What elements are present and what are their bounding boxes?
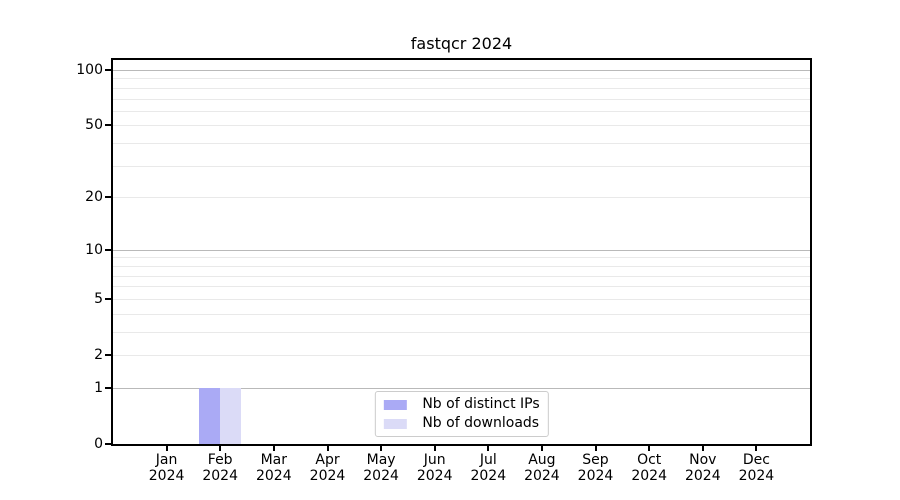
y-gridline-minor-9 xyxy=(113,257,810,259)
x-tick-11 xyxy=(701,446,704,451)
y-tick-label-1: 1 xyxy=(94,379,103,396)
y-tick-100 xyxy=(105,69,111,71)
x-tick-label-feb-2024: Feb 2024 xyxy=(202,452,238,484)
y-tick-50 xyxy=(105,124,111,127)
y-tick-label-2: 2 xyxy=(94,347,103,363)
legend: Nb of distinct IPs Nb of downloads xyxy=(374,391,549,437)
x-tick-label-apr-2024: Apr 2024 xyxy=(309,452,346,484)
x-tick-10 xyxy=(648,446,651,451)
legend-entry-downloads: Nb of downloads xyxy=(383,415,539,432)
y-tick-10 xyxy=(105,248,111,251)
x-tick-label-oct-2024: Oct 2024 xyxy=(631,452,667,484)
x-tick-label-dec-2024: Dec 2024 xyxy=(738,452,775,484)
y-tick-label-20: 20 xyxy=(85,189,103,206)
y-gridline-minor-60 xyxy=(113,110,810,112)
y-gridline-minor-30 xyxy=(113,165,810,167)
x-tick-label-jul-2024: Jul 2024 xyxy=(470,452,507,484)
legend-label-downloads: Nb of downloads xyxy=(422,415,540,431)
chart-title: fastqcr 2024 xyxy=(410,34,513,53)
y-tick-label-5: 5 xyxy=(94,290,103,307)
y-gridline-major-1 xyxy=(113,387,810,389)
y-gridline-minor-3 xyxy=(113,331,810,333)
y-tick-1 xyxy=(105,386,111,389)
y-gridline-major-100 xyxy=(113,70,810,71)
bar-feb-2024-series-1 xyxy=(220,387,242,444)
y-tick-2 xyxy=(105,354,111,356)
y-gridline-minor-6 xyxy=(113,286,810,288)
y-gridline-minor-4 xyxy=(113,313,810,315)
y-gridline-minor-50 xyxy=(113,125,810,127)
y-gridline-minor-5 xyxy=(113,298,810,300)
y-tick-20 xyxy=(105,196,111,199)
y-gridline-minor-80 xyxy=(113,87,810,89)
x-tick-label-nov-2024: Nov 2024 xyxy=(684,452,721,484)
plot-area: Nb of distinct IPs Nb of downloads xyxy=(111,58,812,446)
x-tick-label-sep-2024: Sep 2024 xyxy=(577,452,614,484)
legend-swatch-distinct-ips xyxy=(383,399,407,410)
y-gridline-major-10 xyxy=(113,249,810,251)
legend-entry-distinct-ips: Nb of distinct IPs xyxy=(383,396,540,413)
x-tick-label-jan-2024: Jan 2024 xyxy=(148,452,185,484)
x-tick-3 xyxy=(272,446,275,451)
x-tick-9 xyxy=(594,446,597,451)
y-gridline-minor-40 xyxy=(113,143,810,145)
x-tick-label-may-2024: May 2024 xyxy=(363,452,399,484)
y-tick-0 xyxy=(105,443,111,445)
x-tick-label-aug-2024: Aug 2024 xyxy=(524,452,560,484)
x-tick-5 xyxy=(380,446,383,451)
x-tick-8 xyxy=(540,446,543,451)
y-gridline-minor-8 xyxy=(113,265,810,267)
x-tick-label-mar-2024: Mar 2024 xyxy=(255,452,292,484)
x-tick-6 xyxy=(433,446,436,451)
x-tick-12 xyxy=(755,446,758,451)
legend-label-distinct-ips: Nb of distinct IPs xyxy=(422,396,540,412)
x-tick-label-jun-2024: Jun 2024 xyxy=(416,452,453,484)
y-gridline-minor-90 xyxy=(113,78,810,80)
x-tick-2 xyxy=(219,446,222,451)
y-tick-label-10: 10 xyxy=(85,241,103,258)
y-tick-5 xyxy=(105,297,111,300)
y-tick-label-100: 100 xyxy=(76,62,103,78)
x-tick-1 xyxy=(165,446,168,451)
y-gridline-minor-70 xyxy=(113,98,810,100)
y-gridline-minor-20 xyxy=(113,197,810,199)
y-gridline-minor-7 xyxy=(113,275,810,277)
y-tick-label-50: 50 xyxy=(85,117,103,134)
y-tick-label-0: 0 xyxy=(94,436,103,452)
bar-feb-2024-series-0 xyxy=(199,387,221,444)
y-gridline-minor-2 xyxy=(113,355,810,356)
x-tick-7 xyxy=(487,446,490,451)
legend-swatch-downloads xyxy=(383,418,407,429)
x-tick-4 xyxy=(326,446,329,451)
